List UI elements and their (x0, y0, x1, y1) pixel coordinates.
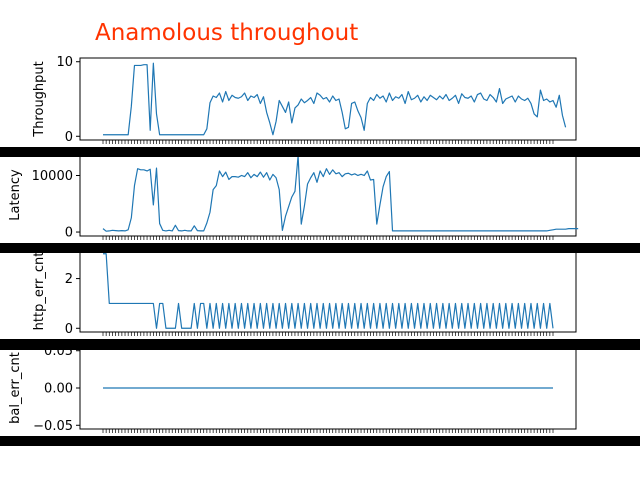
separator-band (0, 436, 640, 446)
separator-band (0, 147, 640, 157)
y-tick-label: 10000 (32, 169, 73, 184)
y-tick-label: −0.05 (33, 419, 73, 434)
axes-frame (79, 57, 577, 141)
subplot-3: 0 2 http_err_cnt (32, 249, 577, 337)
y-axis-label: Latency (8, 169, 23, 221)
subplot-1: 0 10 Throughput (32, 55, 577, 145)
subplot-2: 0 10000 Latency (8, 153, 579, 241)
series-line (103, 253, 554, 329)
y-tick-label: 0.00 (44, 382, 73, 397)
y-axis-label: bal_err_cnt (8, 352, 23, 424)
y-tick-label: 2 (65, 272, 73, 287)
chart-title: Anamolous throughout (95, 20, 358, 46)
y-tick-label: 0 (65, 322, 73, 337)
y-tick-label: 0 (65, 130, 73, 145)
y-axis-label: http_err_cnt (32, 252, 47, 331)
separator-band (0, 339, 640, 350)
y-tick-label: 0 (65, 226, 73, 241)
series-line (102, 155, 579, 232)
y-tick-label: 10 (56, 55, 73, 70)
series-line (103, 62, 567, 136)
separator-band (0, 243, 640, 253)
y-axis-label: Throughput (32, 61, 47, 138)
